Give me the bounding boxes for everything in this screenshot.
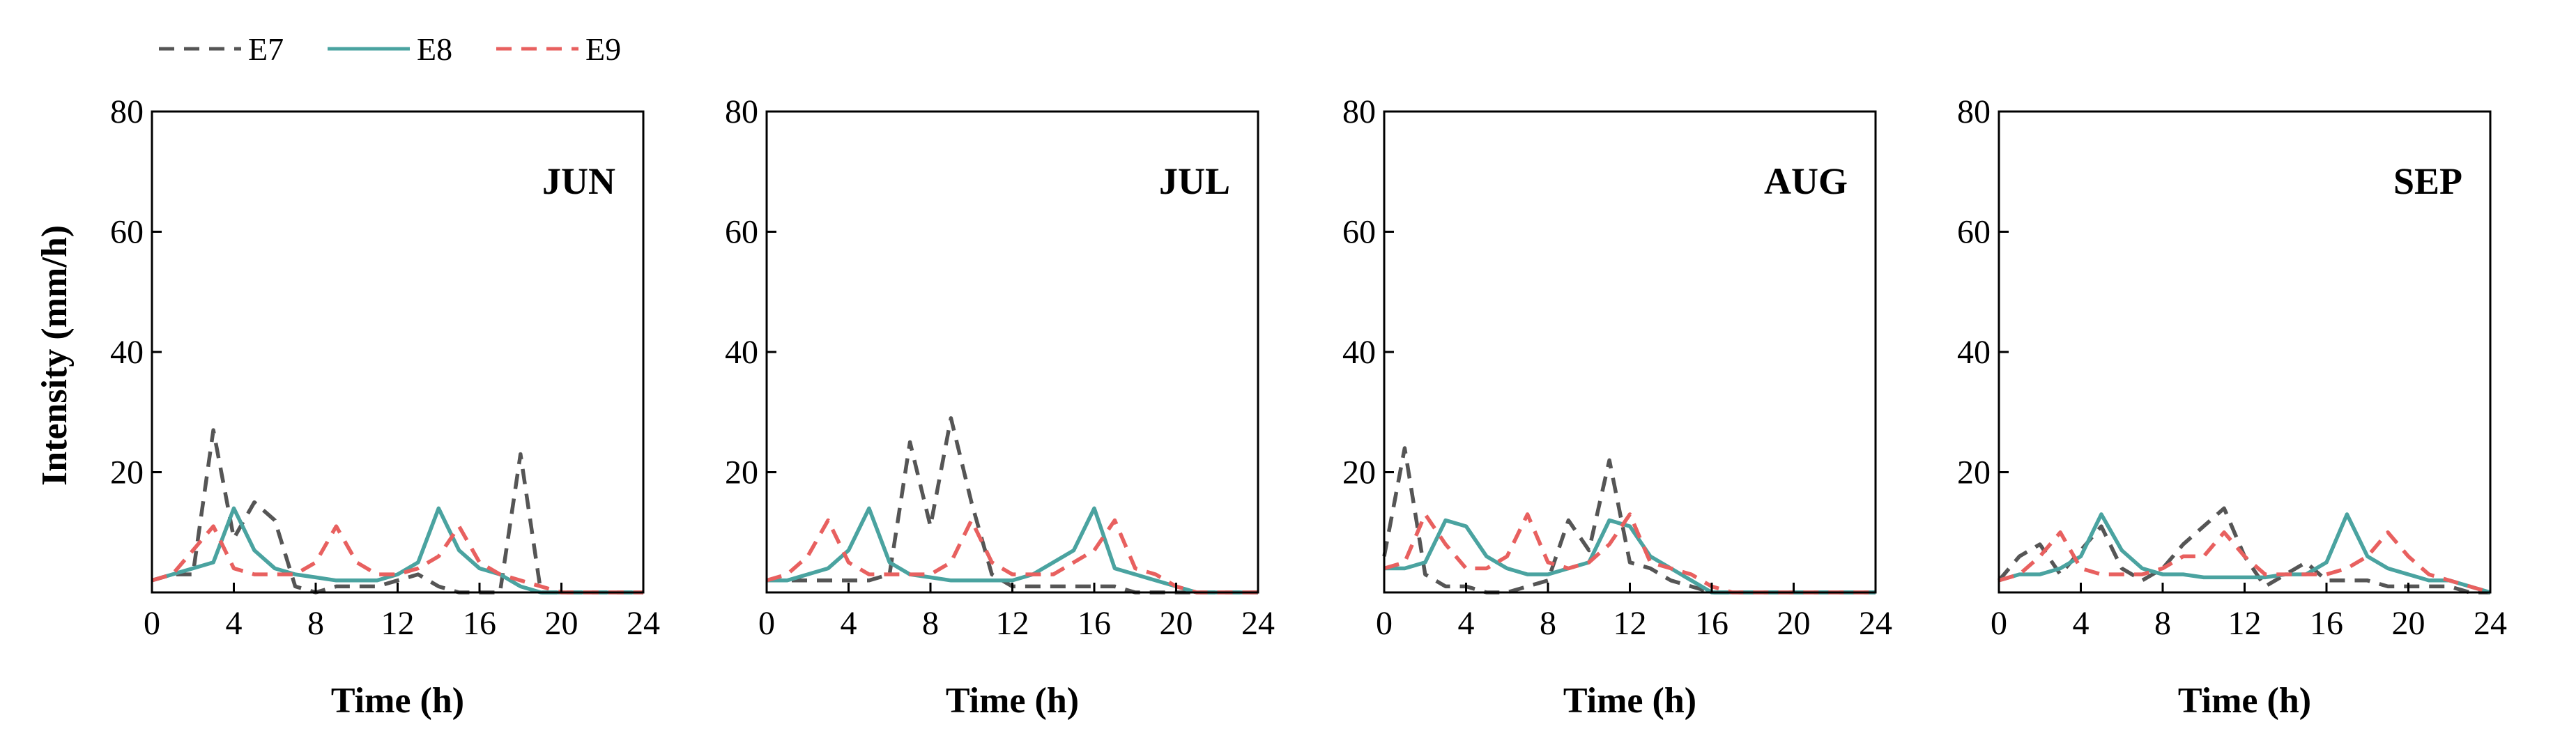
legend: E7 E8 E9: [159, 31, 621, 67]
series-e9-line: [1998, 530, 2491, 595]
legend-label-e7: E7: [248, 31, 284, 67]
x-tick-label: 12: [1613, 605, 1647, 642]
y-tick-label: 60: [1957, 214, 1991, 251]
x-axis-title: Time (h): [1563, 681, 1696, 721]
series-e7-line: [151, 428, 643, 595]
series-e8-line: [767, 506, 1258, 595]
legend-label-e9: E9: [585, 31, 621, 67]
x-tick-label: 0: [758, 605, 775, 642]
series-e8-line: [1998, 512, 2491, 595]
panel-label: JUL: [1159, 160, 1230, 202]
panel-aug: 0 4 8 12 16 20 24 20 40 60 80 AUG Time (h): [1342, 93, 1892, 721]
x-tick-label: 16: [463, 605, 496, 642]
x-axis-title: Time (h): [946, 681, 1079, 721]
panel-sep: 0 4 8 12 16 20 24 20 40 60 80 SEP Time (h): [1957, 93, 2507, 721]
panel-jul: 0 4 8 12 16 20 24 20 40 60 80 JUL Time (h): [725, 93, 1275, 721]
series-e7-line: [1382, 446, 1876, 595]
x-tick-label: 0: [144, 605, 160, 642]
y-tick-label: 20: [1342, 454, 1376, 491]
y-tick-label: 60: [725, 214, 758, 251]
y-tick-label: 20: [725, 454, 758, 491]
x-tick-label: 8: [1540, 605, 1556, 642]
x-axis-title: Time (h): [2178, 681, 2311, 721]
x-tick-label: 20: [1777, 605, 1811, 642]
series-e9-line: [151, 524, 643, 595]
x-tick-label: 20: [2392, 605, 2425, 642]
x-tick-label: 4: [1458, 605, 1475, 642]
y-tick-label: 40: [1342, 334, 1376, 371]
x-tick-label: 20: [1160, 605, 1193, 642]
x-tick-label: 12: [996, 605, 1029, 642]
series-e9-line: [1383, 512, 1876, 595]
x-tick-label: 24: [627, 605, 660, 642]
panel-label: JUN: [542, 160, 615, 202]
x-tick-label: 8: [922, 605, 939, 642]
x-tick-label: 16: [1695, 605, 1728, 642]
y-tick-label: 20: [1957, 454, 1991, 491]
x-tick-label: 4: [841, 605, 857, 642]
y-tick-label: 80: [1342, 93, 1376, 130]
y-tick-label: 80: [1957, 93, 1991, 130]
x-tick-label: 16: [1078, 605, 1111, 642]
x-tick-label: 12: [2228, 605, 2262, 642]
legend-label-e8: E8: [417, 31, 452, 67]
panel-label: AUG: [1764, 160, 1848, 202]
x-tick-label: 8: [307, 605, 324, 642]
y-tick-label: 60: [110, 214, 144, 251]
x-tick-label: 4: [226, 605, 243, 642]
x-tick-label: 4: [2073, 605, 2090, 642]
x-tick-label: 20: [545, 605, 578, 642]
y-tick-label: 40: [110, 334, 144, 371]
y-tick-label: 60: [1342, 214, 1376, 251]
x-tick-label: 24: [1241, 605, 1275, 642]
y-tick-label: 80: [725, 93, 758, 130]
x-tick-label: 0: [1376, 605, 1393, 642]
panel-jun: 0 4 8 12 16 20 24 20 40 60 80 JUN Time (h): [110, 93, 660, 721]
y-tick-label: 40: [725, 334, 758, 371]
y-tick-label: 80: [110, 93, 144, 130]
x-tick-label: 8: [2154, 605, 2171, 642]
x-tick-label: 24: [1859, 605, 1892, 642]
x-tick-label: 0: [1991, 605, 2007, 642]
y-tick-label: 20: [110, 454, 144, 491]
x-axis-title: Time (h): [331, 681, 464, 721]
series-e7-line: [767, 416, 1258, 595]
x-tick-label: 12: [381, 605, 415, 642]
x-tick-label: 24: [2474, 605, 2507, 642]
y-tick-label: 40: [1957, 334, 1991, 371]
panel-label: SEP: [2393, 160, 2462, 202]
x-tick-label: 16: [2310, 605, 2343, 642]
y-axis-title: Intensity (mm/h): [35, 225, 75, 486]
